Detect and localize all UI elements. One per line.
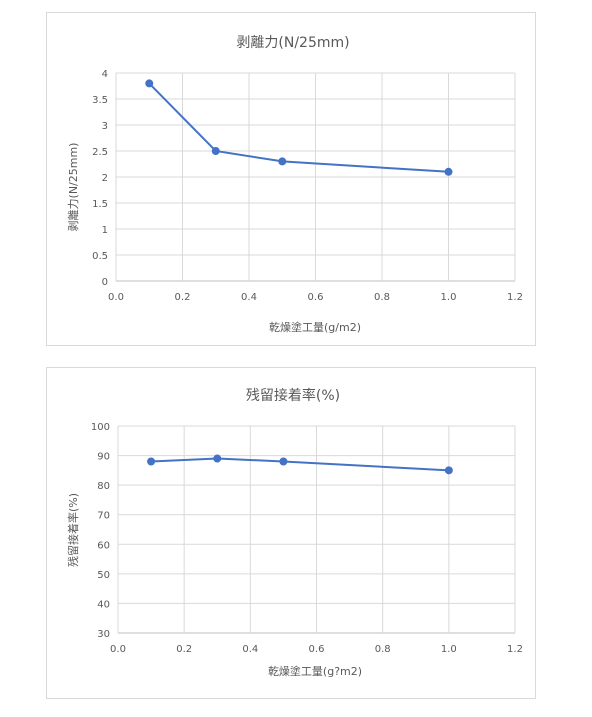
data-point (278, 157, 287, 166)
y-tick-label: 1 (102, 225, 108, 236)
y-axis-label: 残留接着率(%) (66, 493, 80, 567)
x-tick-label: 1.2 (507, 644, 523, 655)
peel-force-chart-svg: 剥離力(N/25mm) 剥離力(N/25mm) 乾燥塗工量(g/m2) 0 0.5… (66, 34, 523, 334)
x-tick-label: 0.8 (374, 292, 390, 303)
y-tick-label: 60 (97, 540, 110, 551)
y-tick-label: 4 (102, 69, 108, 80)
x-tick-label: 0.2 (175, 292, 191, 303)
x-tick-label: 0.4 (242, 644, 258, 655)
x-axis-label: 乾燥塗工量(g/m2) (269, 320, 361, 334)
x-axis-label: 乾燥塗工量(g?m2) (268, 664, 362, 678)
y-tick-label: 30 (97, 629, 110, 640)
data-point (213, 454, 222, 463)
y-tick-label: 50 (97, 570, 110, 581)
y-tick-label: 100 (91, 422, 110, 433)
y-tick-label: 3.5 (92, 95, 108, 106)
series-line (151, 457, 449, 472)
x-tick-label: 0.8 (375, 644, 391, 655)
x-tick-label: 0.6 (308, 292, 324, 303)
x-tick-label: 1.0 (441, 644, 457, 655)
data-point (147, 457, 156, 466)
y-tick-label: 0.5 (92, 251, 108, 262)
data-point (145, 79, 154, 88)
x-tick-label: 0.6 (309, 644, 325, 655)
x-tick-label: 0.0 (108, 292, 124, 303)
x-tick-label: 0.4 (241, 292, 257, 303)
series-line (148, 82, 449, 173)
y-tick-label: 70 (97, 511, 110, 522)
data-point (211, 147, 220, 155)
chart-title: 剥離力(N/25mm) (236, 34, 349, 51)
y-axis-label: 剥離力(N/25mm) (66, 143, 80, 232)
y-tick-label: 2.5 (92, 147, 108, 158)
y-tick-label: 40 (97, 599, 110, 610)
y-tick-label: 1.5 (92, 199, 108, 210)
y-tick-label: 2 (102, 173, 108, 184)
x-tick-label: 0.2 (176, 644, 192, 655)
y-tick-label: 90 (97, 452, 110, 463)
chart-title: 残留接着率(%) (246, 387, 340, 404)
peel-force-chart: 剥離力(N/25mm) 剥離力(N/25mm) 乾燥塗工量(g/m2) 0 0.5… (46, 12, 536, 346)
data-point (444, 466, 453, 475)
residual-adhesion-chart: 残留接着率(%) 残留接着率(%) 乾燥塗工量(g?m2) 30 40 50 60 70… (46, 367, 536, 699)
x-tick-label: 0.0 (110, 644, 126, 655)
residual-adhesion-chart-svg: 残留接着率(%) 残留接着率(%) 乾燥塗工量(g?m2) 30 40 50 60 70… (66, 387, 523, 678)
y-tick-label: 80 (97, 481, 110, 492)
x-tick-label: 1.2 (507, 292, 523, 303)
x-tick-label: 1.0 (441, 292, 457, 303)
y-tick-label: 0 (102, 277, 108, 288)
data-point (279, 457, 288, 466)
data-point (444, 167, 453, 176)
y-tick-label: 3 (102, 121, 108, 132)
